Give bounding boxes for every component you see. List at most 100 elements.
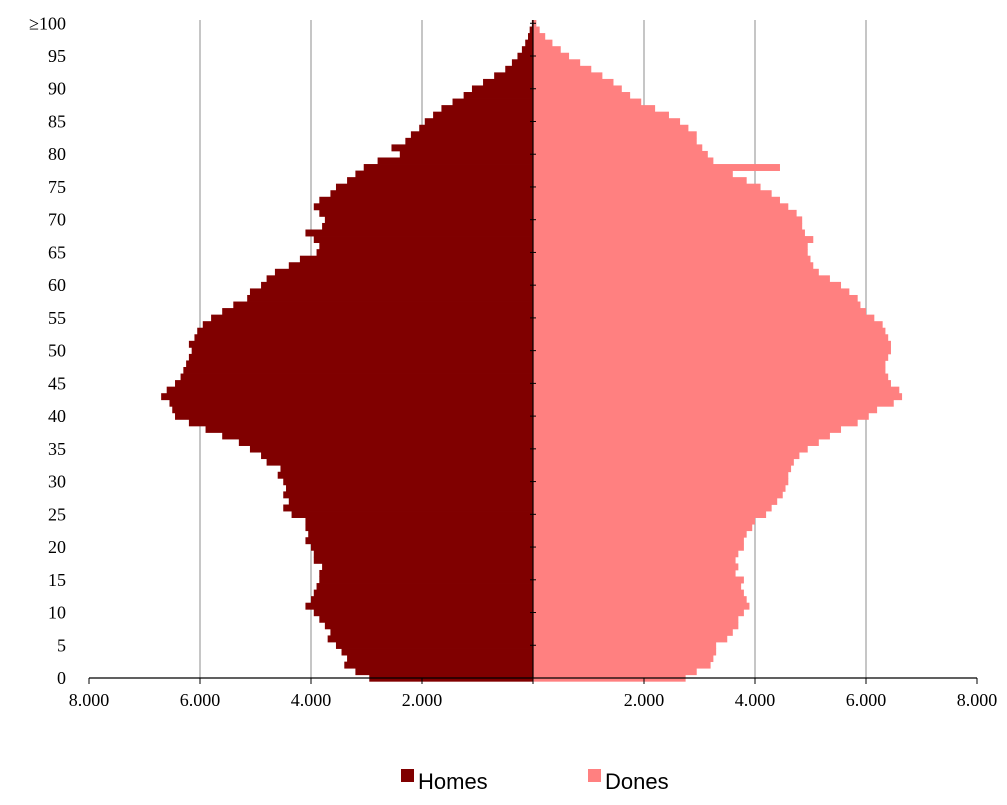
bar-homes-age-91	[483, 78, 533, 86]
bar-homes-age-28	[283, 491, 533, 499]
y-tick-label-12: 60	[48, 275, 66, 295]
bar-homes-age-79	[377, 157, 533, 165]
bar-homes-age-98	[528, 33, 533, 41]
y-tick-labels: 0 5 10 15 20 25 30 35 40 45 50 55 60 65 70 75 80 85 90 95 ≥1…	[29, 13, 66, 688]
bar-dones-age-8	[533, 622, 739, 630]
bar-homes-age-51	[188, 340, 533, 348]
x-tick-label-2: 4.000	[291, 690, 332, 710]
bar-dones-age-86	[533, 111, 669, 119]
bar-homes-age-17	[322, 563, 533, 571]
bar-dones-age-78	[533, 164, 780, 171]
bar-homes-age-18	[313, 556, 533, 564]
y-tick-label-8: 40	[48, 406, 66, 426]
bar-homes-age-1	[355, 668, 533, 676]
bar-homes-age-25	[291, 511, 533, 518]
bar-homes-age-41	[172, 406, 533, 414]
bar-homes-age-55	[211, 314, 533, 322]
bar-dones-age-19	[533, 550, 739, 558]
bar-dones-age-7	[533, 628, 733, 636]
bar-dones-age-54	[533, 321, 883, 329]
legend-swatch-homes	[401, 769, 414, 782]
bar-dones-age-80	[533, 150, 708, 158]
bar-dones-age-50	[533, 347, 891, 355]
bar-homes-age-40	[175, 412, 533, 420]
bar-homes-age-70	[324, 216, 533, 224]
bar-homes-age-26	[283, 504, 533, 512]
bar-dones-age-15	[533, 576, 744, 584]
y-tick-label-14: 70	[48, 210, 66, 230]
bar-dones-age-32	[533, 465, 792, 473]
x-tick-label-5: 4.000	[735, 690, 776, 710]
bar-homes-age-30	[283, 478, 533, 486]
y-tick-label-0: 0	[57, 668, 66, 688]
bar-homes-age-59	[249, 288, 533, 296]
x-tick-labels: 8.000 6.000 4.000 2.000 2.000 4.000 6.000 8.000	[69, 690, 998, 710]
bar-homes-age-32	[280, 465, 533, 473]
y-tick-label-9: 45	[48, 373, 66, 393]
bar-dones-age-16	[533, 569, 736, 577]
bar-dones-age-97	[533, 39, 553, 47]
bar-homes-age-43	[161, 393, 533, 401]
bar-homes-age-50	[191, 347, 534, 355]
x-tick-label-4: 2.000	[624, 690, 665, 710]
bar-homes-age-11	[305, 602, 533, 610]
bar-homes-age-90	[471, 85, 533, 93]
bar-dones-age-67	[533, 236, 814, 244]
bar-dones-age-94	[533, 59, 581, 67]
bar-homes-age-68	[305, 229, 533, 237]
bar-dones-age-30	[533, 478, 789, 486]
bar-dones-age-21	[533, 537, 744, 545]
bar-homes-age-89	[463, 92, 533, 99]
bar-dones-age-5	[533, 641, 717, 649]
bar-homes-age-31	[277, 471, 533, 479]
bar-dones-age-46	[533, 373, 889, 381]
bar-homes-age-9	[319, 615, 533, 623]
y-tick-label-6: 30	[48, 472, 66, 492]
bar-homes-age-4	[341, 648, 533, 656]
y-tick-label-20: ≥100	[29, 13, 66, 33]
bar-dones-age-38	[533, 425, 842, 433]
bar-homes-age-82	[405, 137, 533, 145]
bar-dones-age-59	[533, 288, 850, 296]
bar-homes-age-73	[319, 196, 533, 204]
bar-dones-age-57	[533, 301, 861, 309]
bar-dones-age-76	[533, 177, 747, 185]
bar-dones-age-77	[533, 170, 733, 178]
bar-dones-age-44	[533, 386, 900, 394]
bar-homes-age-22	[308, 530, 533, 538]
bar-dones-age-87	[533, 105, 656, 113]
bar-dones-age-53	[533, 327, 886, 335]
bar-homes-age-34	[261, 452, 533, 460]
bar-dones-age-66	[533, 242, 808, 250]
bar-homes-age-8	[324, 622, 533, 630]
bar-dones-age-75	[533, 183, 761, 191]
bar-dones-age-85	[533, 118, 681, 126]
bar-dones-age-28	[533, 491, 783, 499]
bar-homes-age-77	[355, 170, 533, 178]
bar-dones-age-89	[533, 92, 631, 99]
bar-homes-age-58	[247, 294, 534, 302]
bar-dones-age-52	[533, 334, 889, 342]
bar-homes-age-78	[363, 164, 533, 171]
bar-dones-age-43	[533, 393, 903, 401]
bar-dones-age-79	[533, 157, 714, 165]
bar-dones-age-20	[533, 543, 744, 551]
bar-homes-age-24	[305, 517, 533, 525]
bar-homes-age-81	[391, 144, 533, 152]
bar-dones-age-98	[533, 33, 546, 41]
bar-dones-age-69	[533, 222, 803, 230]
bar-dones-age-34	[533, 452, 800, 460]
bar-dones-age-14	[533, 583, 742, 591]
bars	[161, 20, 903, 682]
bar-homes-age-13	[313, 589, 533, 597]
y-tick-label-17: 85	[48, 111, 66, 131]
bar-dones-age-60	[533, 281, 842, 289]
bar-dones-age-82	[533, 137, 697, 145]
bar-homes-age-33	[266, 458, 533, 466]
bar-homes-age-94	[511, 59, 533, 67]
bar-homes-age-72	[313, 203, 533, 211]
bar-dones-age-51	[533, 340, 891, 348]
y-tick-label-10: 50	[48, 341, 66, 361]
bar-homes-age-21	[305, 537, 533, 545]
